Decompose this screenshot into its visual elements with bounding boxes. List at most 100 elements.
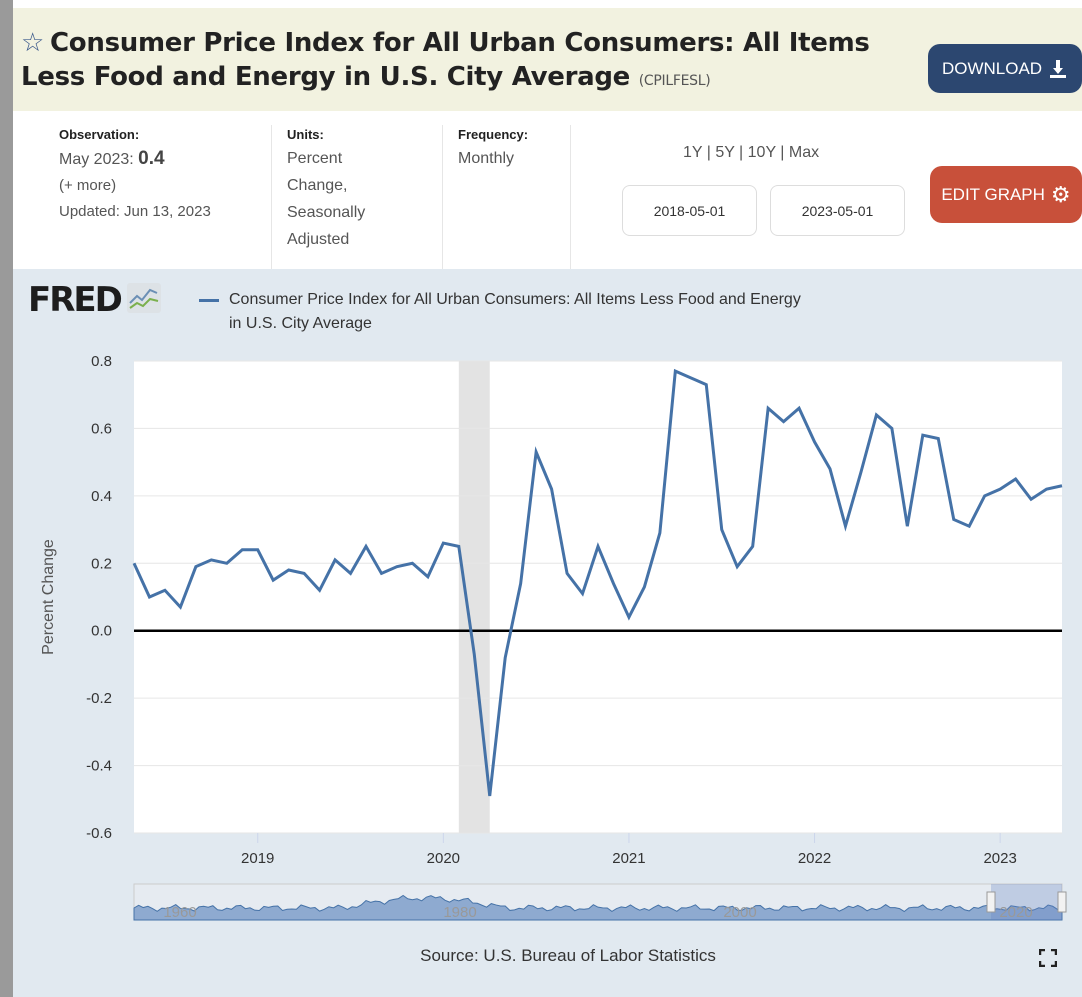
data-point[interactable]: [316, 586, 324, 594]
data-point[interactable]: [145, 593, 153, 601]
data-point[interactable]: [671, 367, 679, 375]
data-point[interactable]: [269, 576, 277, 584]
x-tick-label: 2020: [427, 850, 460, 867]
data-point[interactable]: [965, 522, 973, 530]
navigator-label: 1980: [443, 904, 476, 921]
data-point[interactable]: [749, 542, 757, 550]
y-tick-label: -0.2: [86, 690, 112, 707]
chart-legend[interactable]: Consumer Price Index for All Urban Consu…: [199, 288, 801, 336]
data-point[interactable]: [455, 542, 463, 550]
edit-graph-button[interactable]: EDIT GRAPH ⚙: [930, 166, 1082, 223]
data-point[interactable]: [780, 418, 788, 426]
navigator-handle[interactable]: [986, 891, 996, 913]
start-date-input[interactable]: 2018-05-01: [622, 185, 757, 236]
title-text: Consumer Price Index for All Urban Consu…: [21, 28, 870, 92]
data-point[interactable]: [826, 465, 834, 473]
star-icon[interactable]: ☆: [21, 28, 45, 58]
data-point[interactable]: [857, 468, 865, 476]
data-point[interactable]: [872, 411, 880, 419]
navigator-handle[interactable]: [1057, 891, 1067, 913]
data-point[interactable]: [300, 569, 308, 577]
legend-swatch: [199, 299, 219, 302]
data-point[interactable]: [702, 381, 710, 389]
data-point[interactable]: [656, 529, 664, 537]
data-point[interactable]: [254, 546, 262, 554]
data-point[interactable]: [950, 515, 958, 523]
download-icon: [1050, 59, 1067, 78]
edit-graph-label: EDIT GRAPH: [941, 184, 1045, 204]
data-point[interactable]: [594, 542, 602, 550]
data-point[interactable]: [996, 485, 1004, 493]
range-max[interactable]: Max: [788, 144, 820, 161]
data-point[interactable]: [548, 485, 556, 493]
range-5y[interactable]: 5Y: [715, 144, 735, 161]
data-point[interactable]: [579, 590, 587, 598]
data-point[interactable]: [470, 650, 478, 658]
data-point[interactable]: [176, 603, 184, 611]
data-point[interactable]: [393, 563, 401, 571]
data-point[interactable]: [223, 559, 231, 567]
data-point[interactable]: [625, 613, 633, 621]
data-point[interactable]: [718, 526, 726, 534]
y-tick-label: 0.0: [91, 623, 112, 640]
data-point[interactable]: [733, 563, 741, 571]
page-title: ☆ Consumer Price Index for All Urban Cons…: [21, 26, 921, 98]
data-point[interactable]: [377, 569, 385, 577]
data-point[interactable]: [532, 448, 540, 456]
line-chart[interactable]: 0.8 0.6 0.4 0.2 0.0 -0.2 -0.4 -0.6 2019 2020 2021 2…: [13, 269, 1082, 997]
navigator-label: 2000: [723, 904, 756, 921]
data-point[interactable]: [1012, 475, 1020, 483]
observation-label: Observation:: [59, 127, 140, 142]
data-point[interactable]: [795, 404, 803, 412]
data-point[interactable]: [285, 566, 293, 574]
data-point[interactable]: [486, 792, 494, 800]
x-tick-label: 2019: [241, 850, 274, 867]
plot-background: [134, 361, 1062, 833]
end-date-input[interactable]: 2023-05-01: [770, 185, 905, 236]
source-note: Source: U.S. Bureau of Labor Statistics: [420, 946, 716, 965]
data-point[interactable]: [888, 424, 896, 432]
observation-value: 0.4: [138, 148, 165, 169]
data-point[interactable]: [362, 542, 370, 550]
chart-area: FRED Consumer Price Index for All Urban …: [13, 269, 1082, 997]
data-point[interactable]: [207, 556, 215, 564]
data-point[interactable]: [764, 404, 772, 412]
data-point[interactable]: [640, 583, 648, 591]
data-point[interactable]: [130, 559, 138, 567]
series-line: [132, 368, 1063, 797]
data-point[interactable]: [424, 573, 432, 581]
data-point[interactable]: [841, 522, 849, 530]
data-point[interactable]: [1058, 482, 1066, 490]
data-point[interactable]: [331, 556, 339, 564]
data-point[interactable]: [687, 374, 695, 382]
data-point[interactable]: [1043, 485, 1051, 493]
data-point[interactable]: [609, 580, 617, 588]
data-point[interactable]: [161, 586, 169, 594]
fred-logo: FRED: [28, 280, 161, 320]
series-code: (CPILFESL): [638, 73, 711, 89]
navigator-selection[interactable]: [991, 884, 1062, 920]
data-point[interactable]: [347, 569, 355, 577]
data-point[interactable]: [408, 559, 416, 567]
more-link[interactable]: (+ more): [59, 177, 117, 194]
data-point[interactable]: [238, 546, 246, 554]
data-point[interactable]: [563, 569, 571, 577]
data-point[interactable]: [811, 438, 819, 446]
data-point[interactable]: [934, 435, 942, 443]
download-button[interactable]: DOWNLOAD: [928, 44, 1082, 93]
range-10y[interactable]: 10Y: [747, 144, 776, 161]
window-edge: [0, 0, 13, 997]
data-point[interactable]: [1027, 495, 1035, 503]
data-point[interactable]: [501, 654, 509, 662]
data-point[interactable]: [192, 563, 200, 571]
data-point[interactable]: [517, 580, 525, 588]
data-point[interactable]: [903, 522, 911, 530]
fullscreen-icon[interactable]: [1039, 949, 1057, 967]
legend-label: Consumer Price Index for All Urban Consu…: [229, 291, 801, 308]
data-point[interactable]: [981, 492, 989, 500]
navigator-series: [133, 894, 1063, 921]
range-1y[interactable]: 1Y: [683, 144, 703, 161]
data-point[interactable]: [439, 539, 447, 547]
y-tick-label: -0.6: [86, 825, 112, 842]
data-point[interactable]: [919, 431, 927, 439]
